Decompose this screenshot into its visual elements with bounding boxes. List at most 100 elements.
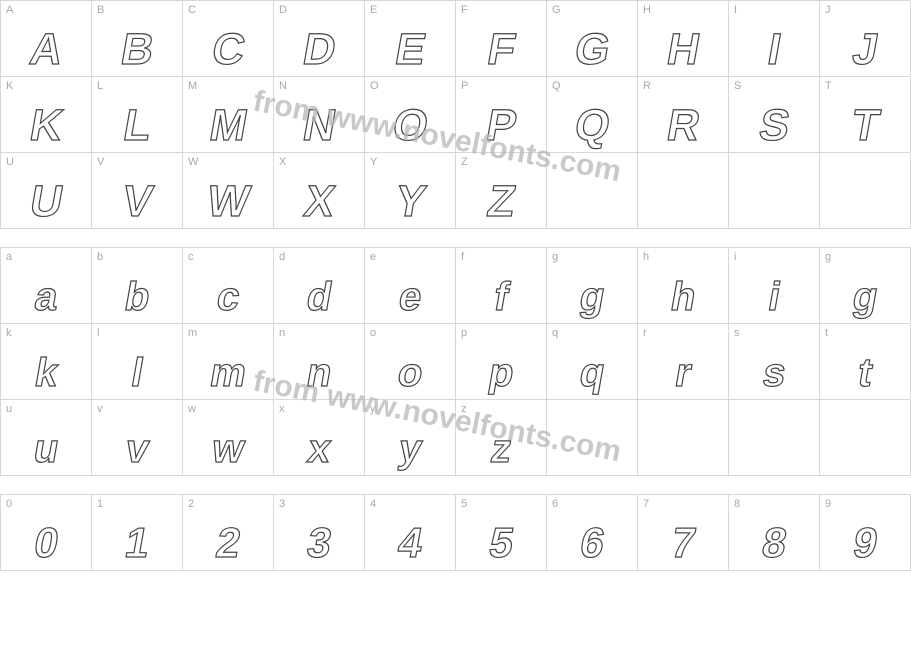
glyph-label: z <box>461 403 467 415</box>
glyph-char: W <box>204 180 252 224</box>
glyph-char: t <box>855 353 874 393</box>
glyph-cell: EE <box>365 1 456 77</box>
glyph-cell: pp <box>456 324 547 400</box>
glyph-label: i <box>734 251 736 263</box>
glyph-cell: CC <box>183 1 274 77</box>
glyph-cell: 11 <box>92 495 183 571</box>
glyph-label: R <box>643 80 651 92</box>
glyph-char: p <box>486 353 516 393</box>
glyph-char: n <box>304 353 334 393</box>
glyph-char: d <box>304 277 334 317</box>
glyph-label: Q <box>552 80 561 92</box>
glyph-label: M <box>188 80 197 92</box>
glyph-char: X <box>301 180 337 224</box>
glyph-cell: cc <box>183 248 274 324</box>
glyph-label: X <box>279 156 286 168</box>
glyph-char: L <box>120 104 154 148</box>
glyph-char: m <box>207 353 249 393</box>
glyph-cell: rr <box>638 324 729 400</box>
glyph-cell-empty <box>820 400 911 476</box>
glyph-char: U <box>27 180 66 224</box>
glyph-label: L <box>97 80 103 92</box>
glyph-char: D <box>300 28 339 72</box>
glyph-label: A <box>6 4 13 16</box>
glyph-label: B <box>97 4 104 16</box>
glyph-char: P <box>483 104 519 148</box>
glyph-cell: uu <box>1 400 92 476</box>
glyph-cell: hh <box>638 248 729 324</box>
glyph-label: P <box>461 80 468 92</box>
glyph-cell: oo <box>365 324 456 400</box>
glyph-cell: xx <box>274 400 365 476</box>
glyph-label: e <box>370 251 376 263</box>
glyph-label: F <box>461 4 468 16</box>
glyph-char: Z <box>484 180 518 224</box>
glyph-cell: BB <box>92 1 183 77</box>
glyph-cell: WW <box>183 153 274 229</box>
glyph-label: 3 <box>279 498 285 510</box>
glyph-label: J <box>825 4 831 16</box>
glyph-label: d <box>279 251 285 263</box>
glyph-cell-empty <box>820 153 911 229</box>
glyph-label: Y <box>370 156 377 168</box>
glyph-char: H <box>664 28 703 72</box>
glyph-cell: 55 <box>456 495 547 571</box>
glyph-label: E <box>370 4 377 16</box>
glyph-cell: tt <box>820 324 911 400</box>
glyph-cell: dd <box>274 248 365 324</box>
glyph-cell: 00 <box>1 495 92 571</box>
glyph-section-uppercase: AABBCCDDEEFFGGHHIIJJKKLLMMNNOOPPQQRRSSTT… <box>0 0 911 229</box>
glyph-label: r <box>643 327 647 339</box>
glyph-char: g <box>577 277 607 317</box>
glyph-char: r <box>672 353 694 393</box>
glyph-label: 5 <box>461 498 467 510</box>
glyph-char: K <box>27 104 66 148</box>
glyph-label: Z <box>461 156 468 168</box>
glyph-cell: FF <box>456 1 547 77</box>
glyph-char: Q <box>572 104 613 148</box>
glyph-label: t <box>825 327 828 339</box>
glyph-char: k <box>32 353 60 393</box>
glyph-label: p <box>461 327 467 339</box>
glyph-char: u <box>31 429 61 469</box>
glyph-char: M <box>206 104 249 148</box>
glyph-label: 1 <box>97 498 103 510</box>
glyph-char: o <box>395 353 425 393</box>
glyph-label: f <box>461 251 464 263</box>
glyph-char: 5 <box>486 522 516 564</box>
glyph-label: O <box>370 80 379 92</box>
glyph-label: H <box>643 4 651 16</box>
glyph-char: 3 <box>304 522 334 564</box>
glyph-cell: 44 <box>365 495 456 571</box>
glyph-label: x <box>279 403 285 415</box>
glyph-char: h <box>668 277 698 317</box>
glyph-cell: TT <box>820 77 911 153</box>
glyph-char: f <box>491 277 510 317</box>
glyph-cell: qq <box>547 324 638 400</box>
glyph-label: b <box>97 251 103 263</box>
glyph-char: 0 <box>31 522 61 564</box>
glyph-cell: 88 <box>729 495 820 571</box>
glyph-cell: ff <box>456 248 547 324</box>
glyph-label: s <box>734 327 740 339</box>
glyph-char: C <box>209 28 248 72</box>
glyph-char: E <box>392 28 428 72</box>
glyph-label: n <box>279 327 285 339</box>
glyph-label: l <box>97 327 99 339</box>
glyph-cell: DD <box>274 1 365 77</box>
glyph-char: a <box>32 277 60 317</box>
glyph-cell: II <box>729 1 820 77</box>
glyph-char: G <box>572 28 613 72</box>
glyph-cell: GG <box>547 1 638 77</box>
glyph-label: a <box>6 251 12 263</box>
glyph-label: D <box>279 4 287 16</box>
glyph-char: x <box>305 429 333 469</box>
glyph-label: G <box>552 4 561 16</box>
glyph-char: I <box>765 28 784 72</box>
glyph-cell: ii <box>729 248 820 324</box>
glyph-char: l <box>128 353 145 393</box>
glyph-label: u <box>6 403 12 415</box>
glyph-cell: UU <box>1 153 92 229</box>
glyph-char: i <box>765 277 782 317</box>
glyph-cell-empty <box>729 153 820 229</box>
